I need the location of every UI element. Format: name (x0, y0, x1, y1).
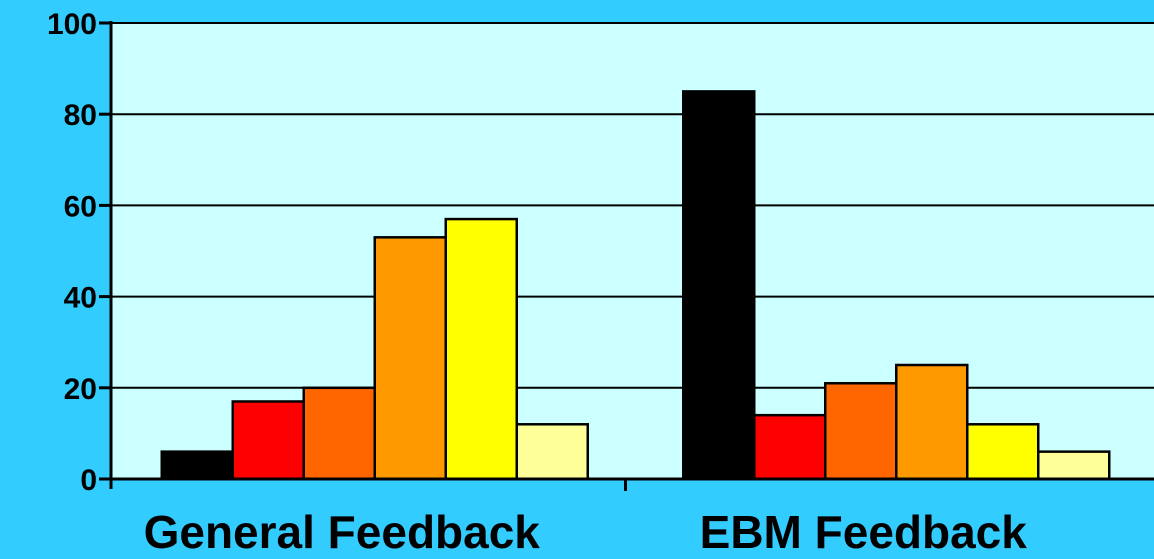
y-tick-label-20: 20 (64, 373, 97, 406)
bar-ebm-series-1 (682, 90, 756, 481)
bars (160, 90, 1111, 481)
bar-general-series-4 (373, 236, 447, 481)
bar-ebm-series-4 (895, 363, 969, 481)
gridlines (111, 22, 1154, 389)
bar-general-series-5 (444, 217, 518, 481)
bar-ebm-series-5 (966, 423, 1040, 481)
y-tick-label-40: 40 (64, 282, 97, 315)
category-label-ebm: EBM Feedback (700, 506, 1028, 558)
category-label-general: General Feedback (144, 506, 541, 558)
bar-general-series-6 (515, 423, 589, 481)
bar-ebm-series-6 (1037, 450, 1111, 481)
bar-ebm-series-2 (753, 413, 827, 481)
y-tick-label-80: 80 (64, 99, 97, 132)
bar-general-series-2 (231, 400, 305, 481)
axes (99, 21, 1154, 491)
y-tick-label-0: 0 (80, 464, 97, 497)
bar-ebm-series-3 (824, 381, 898, 481)
y-tick-label-100: 100 (47, 8, 97, 41)
x-axis-category-labels: General Feedback EBM Feedback (144, 506, 1028, 558)
bar-general-series-1 (160, 450, 234, 481)
y-tick-label-60: 60 (64, 190, 97, 223)
y-axis-tick-labels: 0 20 40 60 80 100 (47, 8, 97, 497)
bar-general-series-3 (302, 386, 376, 481)
